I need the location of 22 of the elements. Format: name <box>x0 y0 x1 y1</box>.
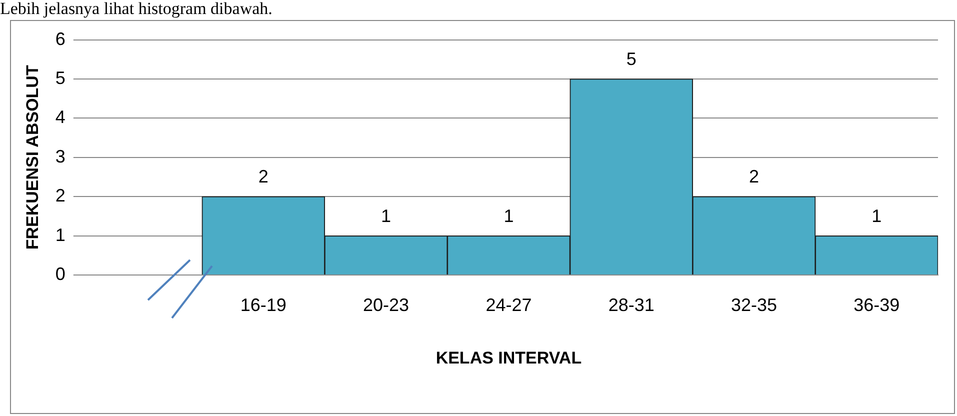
x-tick-label: 32-35 <box>730 294 778 315</box>
y-tick-label: 0 <box>55 264 66 284</box>
x-tick-label: 24-27 <box>486 294 532 315</box>
data-label: 5 <box>626 48 636 69</box>
x-tick-label: 16-19 <box>240 294 286 315</box>
text: Lebih jelasnya lihat histogram dibawah. <box>0 0 272 18</box>
data-label: 1 <box>381 206 392 226</box>
y-tick-label: 2 <box>55 186 66 206</box>
data-label: 1 <box>872 206 882 226</box>
y-tick-label: 6 <box>55 28 66 49</box>
y-tick-label: 5 <box>55 68 66 88</box>
y-tick-label: 1 <box>55 224 66 245</box>
y-tick-label: 3 <box>55 146 66 166</box>
data-label: 2 <box>258 166 268 187</box>
y-axis-title: FREKUENSI ABSOLUT <box>22 64 42 250</box>
data-label: 2 <box>749 166 760 187</box>
y-tick-label: 4 <box>55 107 66 128</box>
x-tick-label: 28-31 <box>608 294 654 315</box>
x-tick-label: 20-23 <box>363 294 410 315</box>
x-tick-label: 36-39 <box>854 294 900 315</box>
x-axis-title: KELAS INTERVAL <box>436 348 582 368</box>
data-label: 1 <box>504 206 514 226</box>
